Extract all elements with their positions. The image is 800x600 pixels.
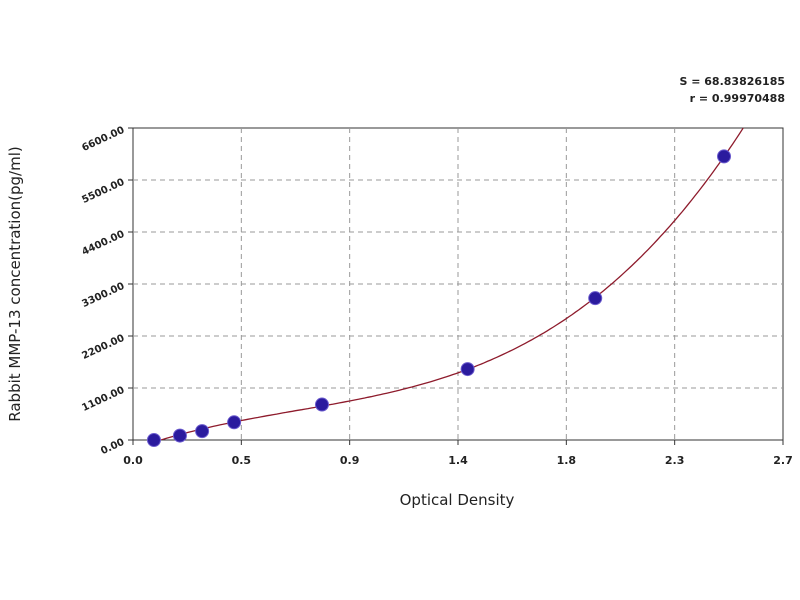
x-tick-label: 0.5 [232, 454, 252, 467]
x-axis-title: Optical Density [400, 491, 515, 509]
annotation: r = 0.99970488 [690, 92, 785, 105]
y-tick-label: 3300.00 [80, 281, 126, 310]
data-point [588, 291, 603, 306]
y-tick-label: 1100.00 [80, 385, 126, 414]
y-tick-label: 0.00 [99, 437, 126, 457]
data-point [146, 433, 161, 447]
x-tick-label: 1.4 [448, 454, 468, 467]
y-tick-label: 4400.00 [80, 229, 126, 258]
x-tick-label: 1.8 [557, 454, 577, 467]
data-point [717, 149, 732, 164]
x-tick-label: 0.9 [340, 454, 360, 467]
x-tick-label: 2.3 [665, 454, 685, 467]
data-point [172, 428, 187, 443]
y-axis-title: Rabbit MMP-13 concentration(pg/ml) [6, 146, 24, 421]
y-tick-label: 6600.00 [80, 125, 126, 154]
fit-curve [158, 128, 744, 440]
x-tick-label: 0.0 [123, 454, 143, 467]
data-point [195, 424, 210, 439]
data-point [314, 397, 329, 412]
y-tick-label: 2200.00 [80, 333, 126, 362]
data-point [227, 415, 242, 430]
annotation: S = 68.83826185 [679, 75, 785, 88]
y-tick-label: 5500.00 [80, 177, 126, 206]
x-tick-label: 2.7 [773, 454, 793, 467]
data-point [460, 362, 475, 377]
